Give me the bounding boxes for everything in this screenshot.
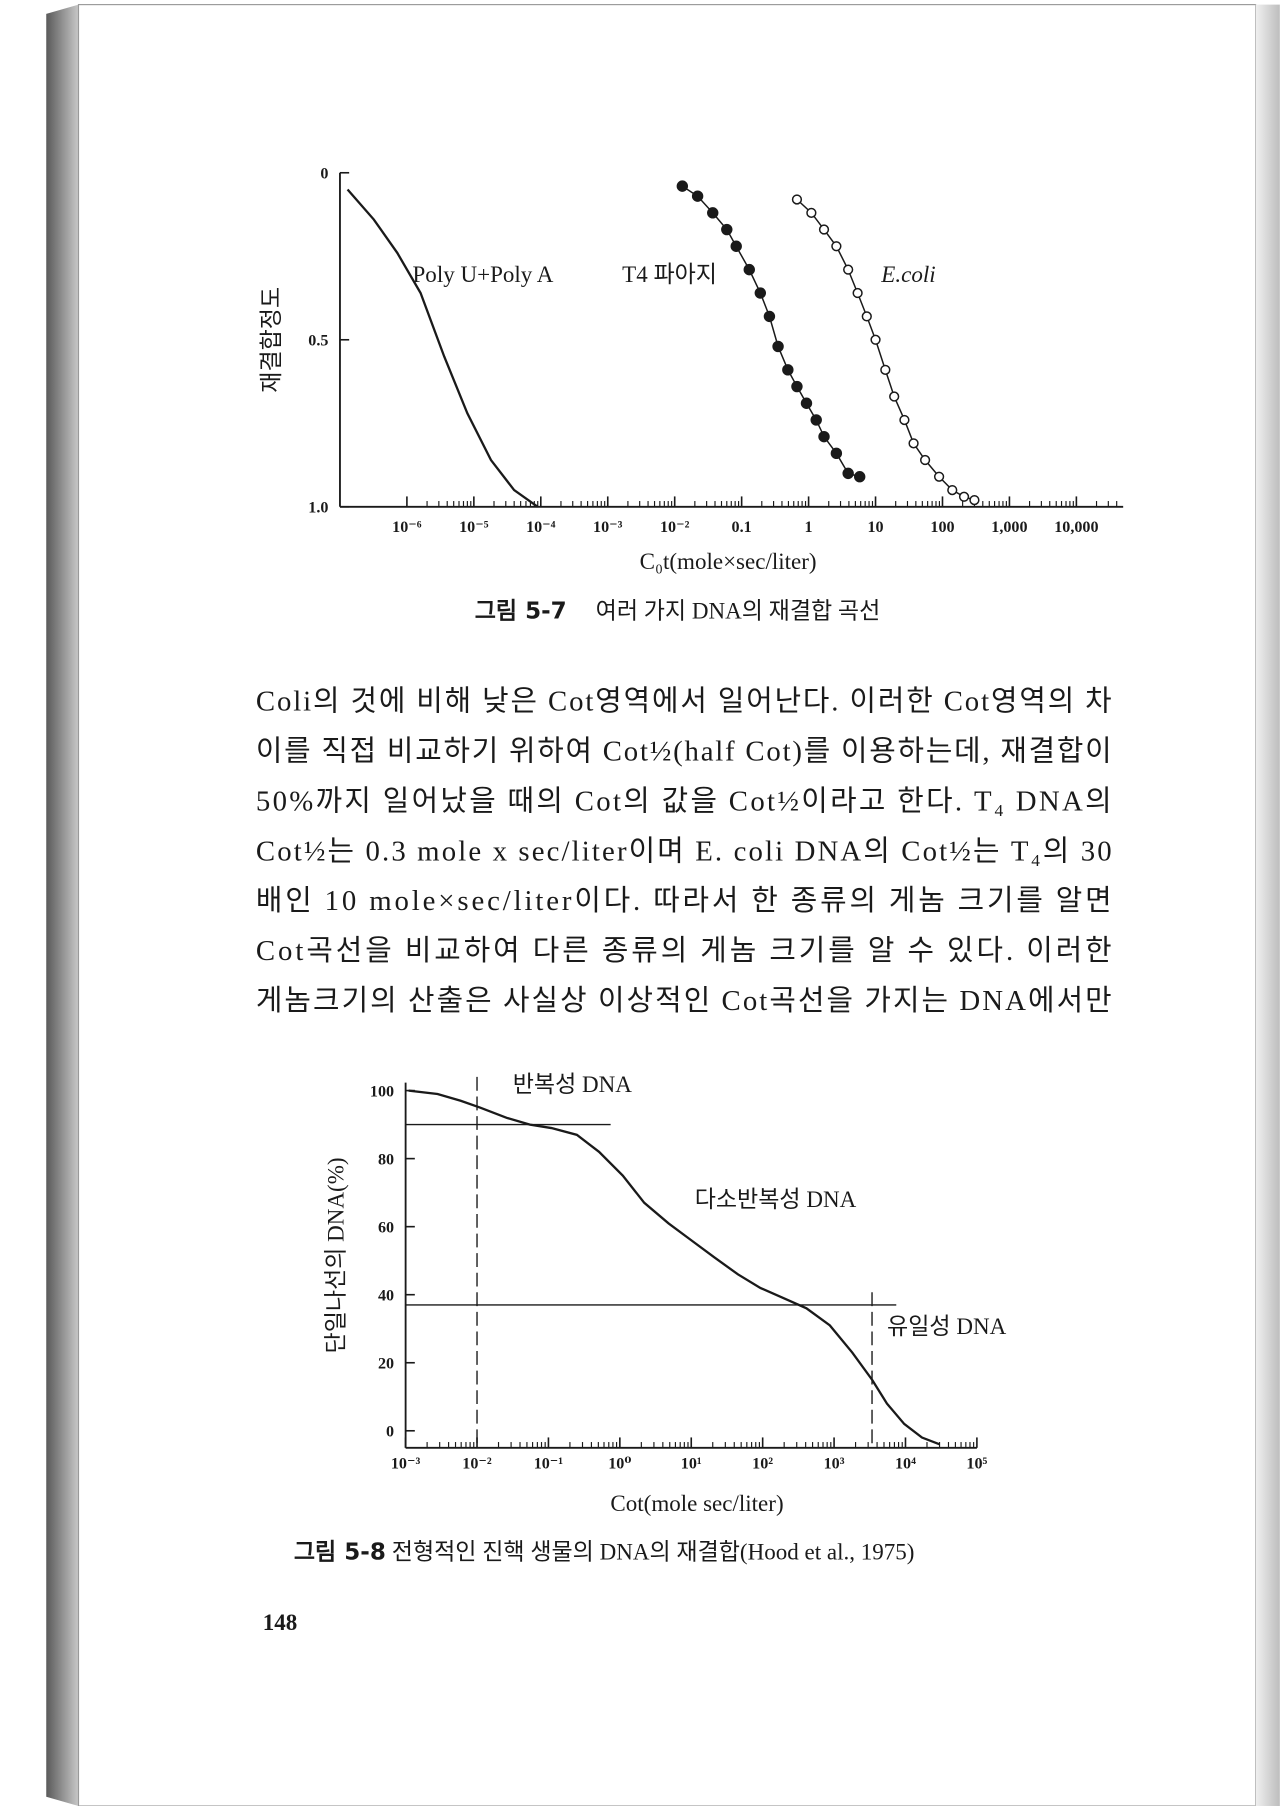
x-tick-label: 10² <box>752 1456 773 1473</box>
text-line: 50%까지 일어났을 때의 Cot의 값을 Cot½이라고 한다. T₄ DNA… <box>256 785 1112 817</box>
x-tick-label: 10⁻² <box>660 519 690 536</box>
x-tick-label: 10⁴ <box>895 1456 916 1473</box>
series-line <box>408 1089 940 1446</box>
x-tick-label: 10⁻⁶ <box>392 519 422 536</box>
data-point <box>852 287 863 299</box>
data-point <box>933 471 945 482</box>
y-tick-label: 20 <box>378 1356 394 1373</box>
data-point <box>843 264 854 275</box>
data-point <box>947 484 958 496</box>
page-edge <box>1255 4 1280 1806</box>
x-tick-label: 10⁻³ <box>391 1456 421 1473</box>
x-tick-label: 10⁵ <box>966 1456 987 1473</box>
caption-label: 그림 5-7 <box>475 599 567 625</box>
y-axis-title: 단일나선의 DNA(%) <box>322 1157 348 1353</box>
page-number: 148 <box>263 1609 298 1635</box>
data-point <box>676 180 689 192</box>
body-text: Coli의 것에 비해 낮은 Cot영역에서 일어난다. 이러한 Cot영역의 … <box>256 686 1112 1017</box>
x-tick-label: 100 <box>930 519 954 536</box>
chart: 0 0.5 1.0 10⁻⁶ 10⁻⁵ 10⁻⁴ 10⁻³ 10⁻² 0.1 1 10 100 1,00… <box>258 166 1124 625</box>
x-tick-label: 10,000 <box>1054 519 1098 536</box>
x-tick-label: 10⁻² <box>462 1456 492 1473</box>
data-point <box>800 397 813 409</box>
text-line: 게놈크기의 산출은 사실상 이상적인 Cot곡선을 가지는 DNA에서만 <box>256 985 1112 1017</box>
data-point <box>908 438 919 449</box>
data-point <box>958 491 970 502</box>
caption: 여러 가지 DNA의 재결합 곡선 <box>596 598 881 624</box>
data-point <box>791 194 803 205</box>
page-sheet <box>77 4 1257 1806</box>
data-point <box>730 240 742 252</box>
x-tick-label: 10⁻³ <box>593 519 623 536</box>
data-point <box>861 311 872 322</box>
data-point <box>772 340 784 353</box>
caption-label: 그림 5-8 <box>294 1540 386 1566</box>
annotation: 다소반복성 DNA <box>695 1186 857 1212</box>
data-point <box>853 471 866 483</box>
data-point <box>831 241 842 252</box>
y-tick-label: 0.5 <box>308 333 328 350</box>
y-tick-label: 40 <box>378 1287 394 1304</box>
data-point <box>818 224 830 235</box>
y-tick-label: 100 <box>370 1083 394 1100</box>
data-point <box>763 310 776 323</box>
x-tick-label: 1 <box>805 519 813 536</box>
figures: 0 0.5 1.0 10⁻⁶ 10⁻⁵ 10⁻⁴ 10⁻³ 10⁻² 0.1 1 10 100 1,00… <box>258 166 1124 1566</box>
data-point <box>818 430 830 443</box>
data-point <box>830 447 843 460</box>
y-tick-label: 60 <box>378 1219 394 1236</box>
annotation: 유일성 DNA <box>887 1313 1007 1339</box>
caption: 전형적인 진핵 생물의 DNA의 재결합(Hood et al., 1975) <box>392 1539 915 1565</box>
x-tick-label: 0.1 <box>732 519 752 536</box>
x-tick-label: 1,000 <box>991 519 1027 536</box>
book-spine <box>46 4 79 1806</box>
y-tick-label: 1.0 <box>308 500 328 517</box>
data-point <box>782 364 794 376</box>
x-tick-label: 10⁻⁴ <box>526 519 556 536</box>
x-axis-title: Cot(mole sec/liter) <box>610 1490 783 1516</box>
x-tick-label: 10⁰ <box>608 1456 631 1473</box>
data-point <box>842 467 854 480</box>
data-point <box>754 287 767 299</box>
chart: 0 20 40 60 80 100 10⁻³ 10⁻² 10⁻¹ 10⁰ 10¹ 10² 10³ 10⁴ 1… <box>294 1071 1007 1566</box>
data-point <box>810 414 822 426</box>
text-line: Cot곡선을 비교하여 다른 종류의 게놈 크기를 알 수 있다. 이러한 <box>256 935 1112 967</box>
data-point <box>691 190 704 202</box>
data-point <box>707 207 719 219</box>
data-point <box>889 391 900 402</box>
data-point <box>969 494 980 506</box>
x-tick-label: 10¹ <box>681 1456 702 1473</box>
x-axis-title: C₀t(mole×sec/liter) <box>640 548 817 574</box>
annotation: 반복성 DNA <box>513 1071 633 1097</box>
y-tick-label: 80 <box>378 1151 394 1168</box>
x-tick-label: 10 <box>867 519 883 536</box>
text-line: Cot½는 0.3 mole x sec/liter이며 E. coli DNA… <box>256 835 1112 867</box>
x-tick-label: 10³ <box>824 1456 845 1473</box>
data-point <box>721 223 733 236</box>
data-point <box>806 207 817 218</box>
data-point <box>919 454 931 466</box>
y-tick-label: 0 <box>386 1424 394 1441</box>
y-axis-title: 재결합정도 <box>258 287 284 393</box>
data-point <box>870 334 881 345</box>
text-line: 배인 10 mole×sec/liter이다. 따라서 한 종류의 게놈 크기를… <box>256 885 1112 917</box>
series-label: Poly U+Poly A <box>413 261 554 287</box>
series-line <box>346 188 539 508</box>
x-tick-label: 10⁻⁵ <box>459 519 489 536</box>
x-tick-label: 10⁻¹ <box>534 1456 564 1473</box>
data-point <box>743 263 755 276</box>
data-point <box>791 380 803 393</box>
data-point <box>880 364 891 375</box>
data-point <box>899 414 910 426</box>
y-tick-label: 0 <box>320 166 328 183</box>
text-line: 이를 직접 비교하기 위하여 Cot½(half Cot)를 이용하는데, 재결… <box>256 736 1112 768</box>
series-label: E.coli <box>880 261 935 287</box>
series-label: T4 파아지 <box>622 261 717 287</box>
text-line: Coli의 것에 비해 낮은 Cot영역에서 일어난다. 이러한 Cot영역의 … <box>256 686 1112 718</box>
